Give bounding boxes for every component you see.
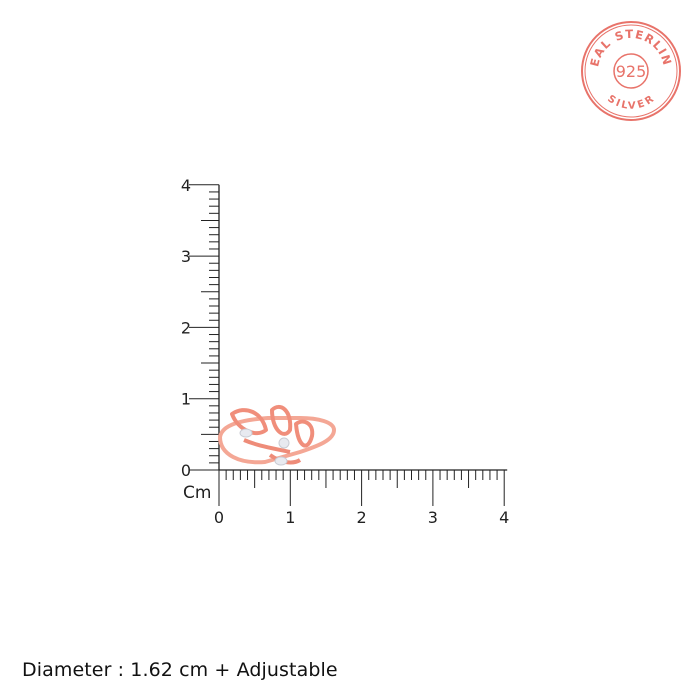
svg-text:SILVER: SILVER bbox=[605, 93, 656, 111]
ruler-ticks bbox=[189, 184, 508, 506]
ruler-labels: 0 1 2 3 4 0 1 2 3 4 bbox=[181, 176, 509, 527]
y-tick-label: 3 bbox=[181, 247, 191, 266]
seal-center-text: 925 bbox=[616, 62, 647, 81]
seal-bottom-text: SILVER bbox=[605, 93, 655, 111]
x-tick-label: 2 bbox=[357, 508, 367, 527]
y-tick-label: 1 bbox=[181, 390, 191, 409]
ring-image bbox=[218, 404, 336, 466]
y-tick-label: 2 bbox=[181, 318, 191, 337]
y-tick-label: 0 bbox=[181, 461, 191, 480]
x-tick-label: 0 bbox=[214, 508, 224, 527]
y-tick-label: 4 bbox=[181, 176, 191, 195]
sterling-silver-seal: REAL STERLING 925 SILVER bbox=[580, 20, 681, 121]
diameter-caption: Diameter : 1.62 cm + Adjustable bbox=[22, 659, 338, 681]
x-tick-label: 3 bbox=[428, 508, 438, 527]
unit-label: Cm bbox=[183, 483, 211, 503]
x-tick-label: 4 bbox=[499, 508, 509, 527]
x-tick-label: 1 bbox=[285, 508, 295, 527]
